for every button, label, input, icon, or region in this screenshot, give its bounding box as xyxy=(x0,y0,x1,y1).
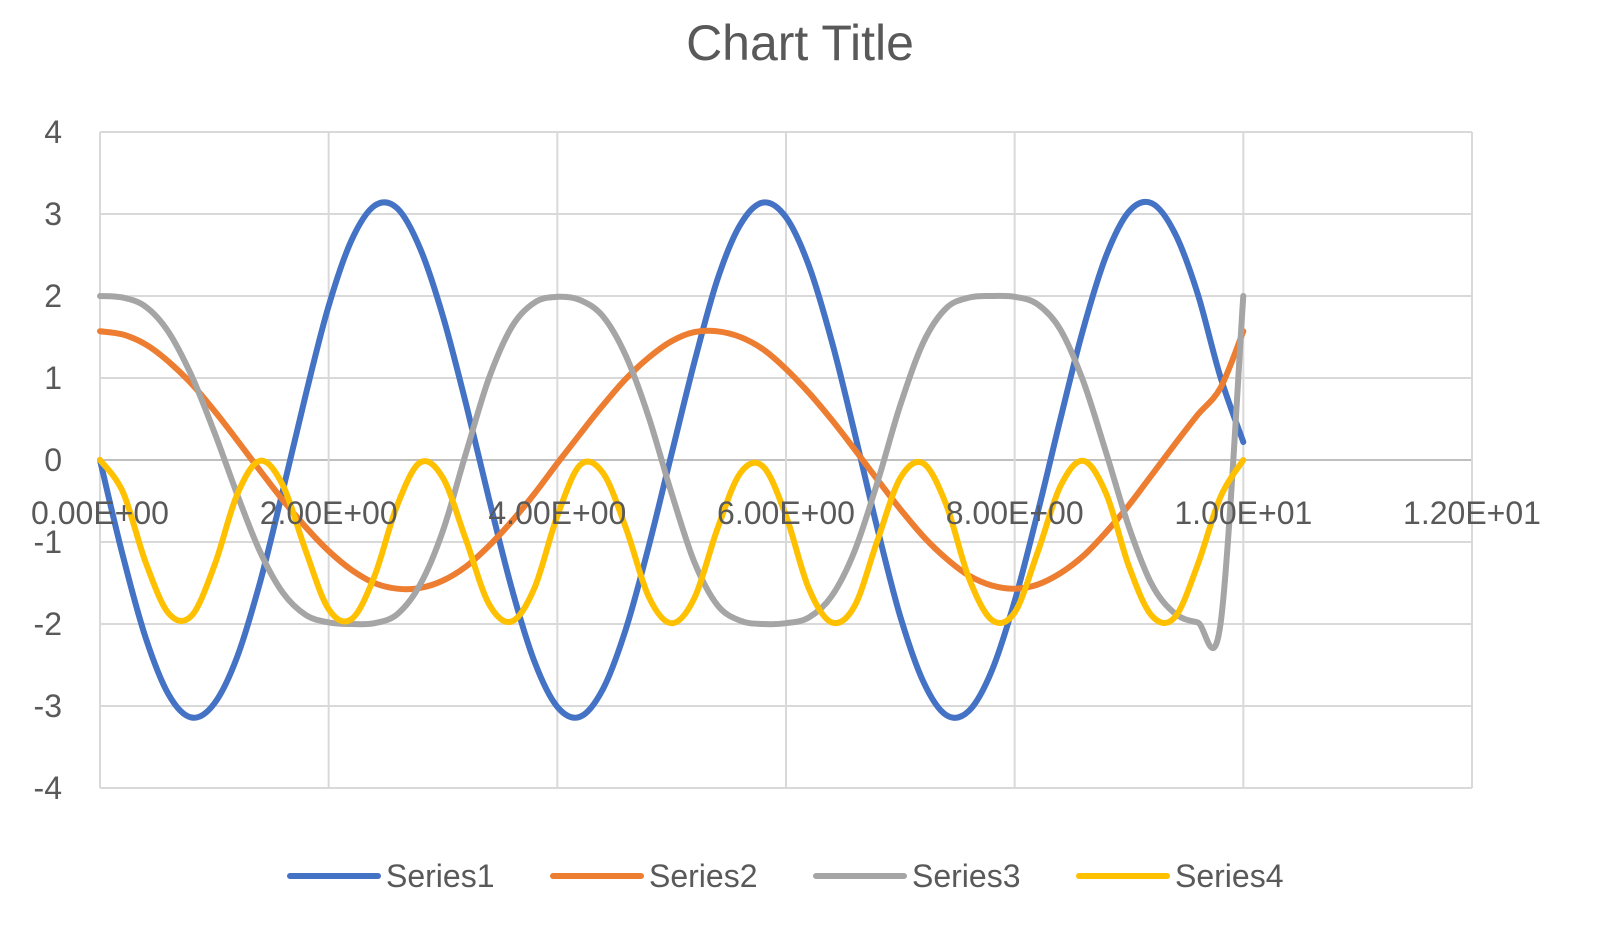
legend: Series1 Series2 Series3 Series4 xyxy=(287,858,1284,894)
y-tick-label: 4 xyxy=(44,114,62,150)
gridlines xyxy=(99,131,1473,789)
series-line-1 xyxy=(97,198,1247,721)
x-tick-label: 0.00E+00 xyxy=(31,495,169,531)
x-tick-label: 4.00E+00 xyxy=(488,495,626,531)
y-tick-label: -3 xyxy=(34,688,62,724)
x-tick-label: 8.00E+00 xyxy=(946,495,1084,531)
legend-label-3: Series3 xyxy=(912,858,1021,894)
x-tick-label: 6.00E+00 xyxy=(717,495,855,531)
y-tick-label: 1 xyxy=(44,360,62,396)
y-tick-label: -1 xyxy=(34,524,62,560)
y-tick-label: 0 xyxy=(44,442,62,478)
y-tick-label: 2 xyxy=(44,278,62,314)
y-tick-label: 3 xyxy=(44,196,62,232)
x-tick-label: 1.20E+01 xyxy=(1403,495,1541,531)
series-lines xyxy=(97,198,1247,721)
series-line-3 xyxy=(97,292,1247,651)
x-tick-label: 2.00E+00 xyxy=(260,495,398,531)
y-tick-label: -4 xyxy=(34,770,62,806)
chart-title: Chart Title xyxy=(686,15,914,71)
legend-label-1: Series1 xyxy=(386,858,495,894)
y-tick-label: -2 xyxy=(34,606,62,642)
series-line-4 xyxy=(97,457,1247,627)
tick-labels: 4 3 2 1 0 -1 -2 -3 -4 0.00E+00 2.00E+00 4.00E+00 6.0… xyxy=(31,114,1541,806)
legend-label-4: Series4 xyxy=(1175,858,1284,894)
x-tick-label: 1.00E+01 xyxy=(1174,495,1312,531)
legend-label-2: Series2 xyxy=(649,858,758,894)
